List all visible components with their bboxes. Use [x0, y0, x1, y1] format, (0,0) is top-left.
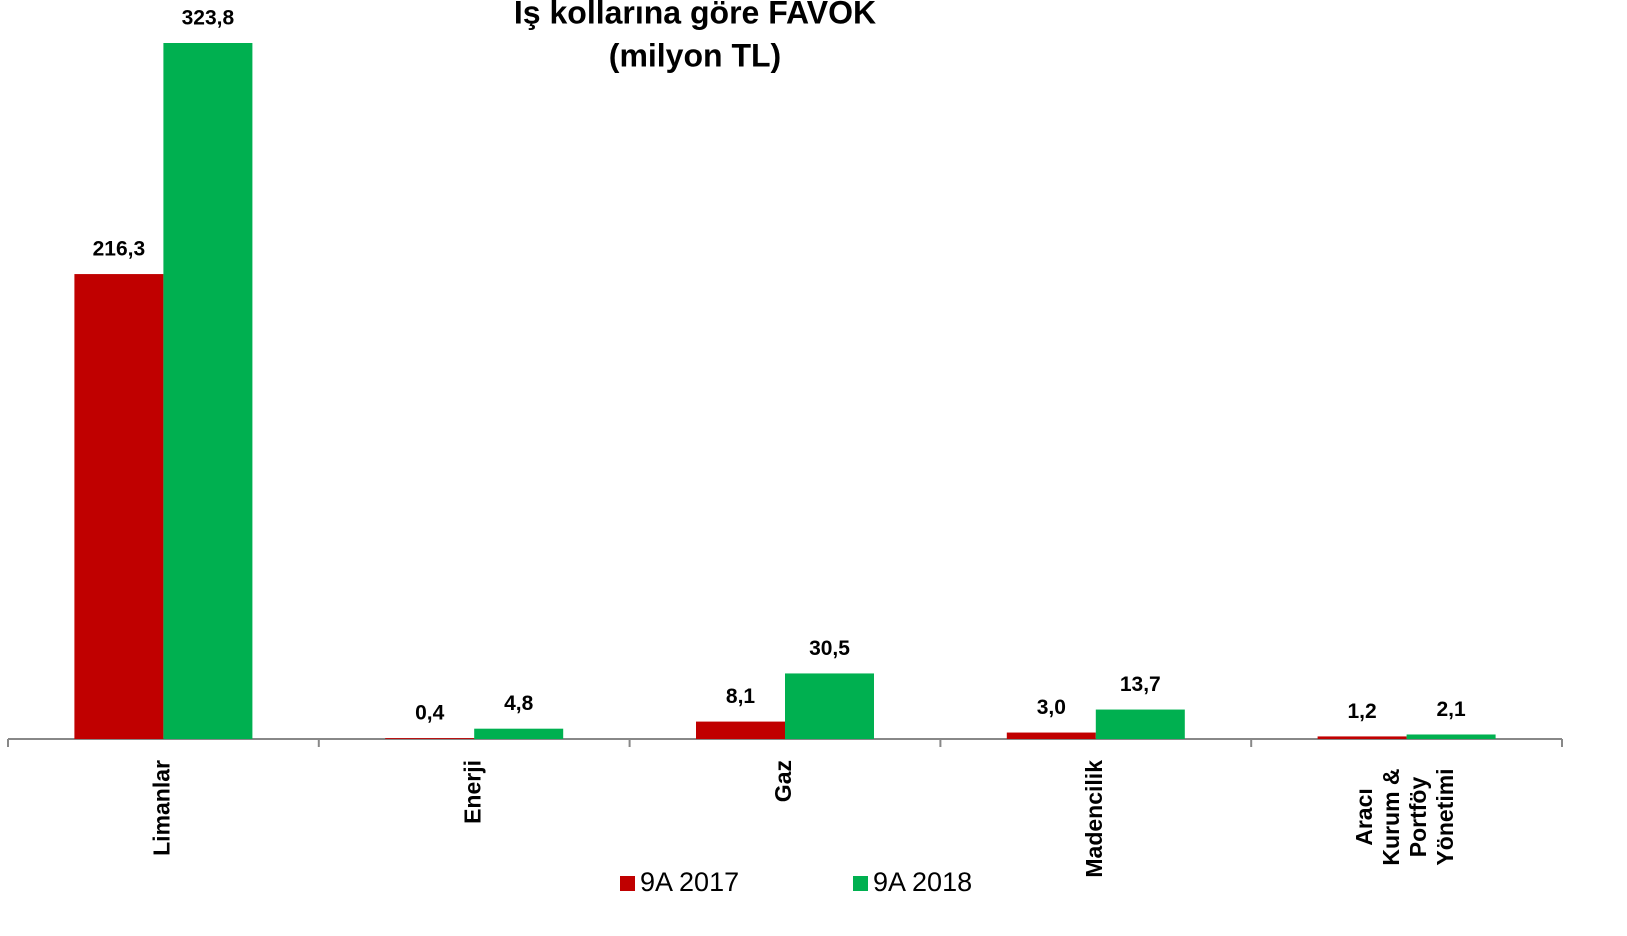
- value-label: 323,8: [182, 7, 235, 30]
- legend-swatch: [620, 876, 635, 891]
- x-tick-label: Madencilik: [1081, 760, 1107, 878]
- value-label: 8,1: [726, 685, 756, 708]
- bar: [785, 673, 874, 739]
- bar: [163, 43, 253, 739]
- chart-title: Iş kollarına göre FAVÖK: [514, 0, 876, 30]
- legend-label: 9A 2018: [873, 867, 972, 897]
- x-tick-label: Limanlar: [148, 760, 174, 856]
- bar: [1406, 734, 1496, 739]
- value-label: 4,8: [504, 692, 534, 715]
- bar: [474, 728, 564, 739]
- value-label: 2,1: [1436, 698, 1466, 721]
- bar: [1095, 709, 1185, 739]
- chart-subtitle: (milyon TL): [609, 37, 781, 73]
- value-label: 30,5: [809, 637, 850, 660]
- value-label: 0,4: [415, 702, 445, 725]
- legend-swatch: [853, 876, 868, 891]
- x-tick-label: Gaz: [770, 760, 796, 802]
- bar: [696, 721, 785, 739]
- bar: [74, 274, 164, 739]
- bar: [1006, 732, 1096, 739]
- bar: [1317, 736, 1407, 739]
- value-label: 1,2: [1347, 700, 1376, 723]
- x-tick-label: Enerji: [459, 760, 485, 824]
- value-label: 3,0: [1037, 696, 1066, 719]
- legend-label: 9A 2017: [640, 867, 739, 897]
- value-label: 216,3: [93, 238, 146, 261]
- value-label: 13,7: [1120, 673, 1161, 696]
- x-tick-label: AracıKurum &PortföyYönetimi: [1351, 768, 1458, 865]
- bar: [385, 738, 475, 739]
